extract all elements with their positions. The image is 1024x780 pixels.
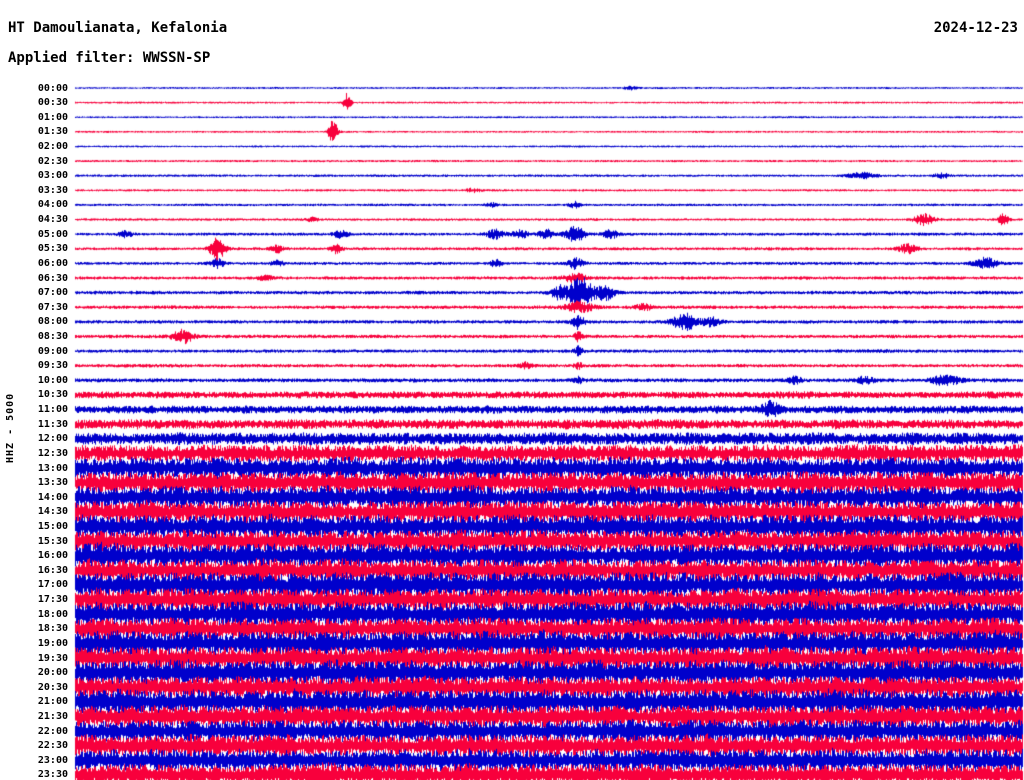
time-label: 11:30 xyxy=(37,418,68,430)
time-label: 11:00 xyxy=(37,404,68,416)
time-label: 08:30 xyxy=(37,330,68,342)
time-label: 01:30 xyxy=(37,126,68,138)
time-label: 12:00 xyxy=(37,433,68,445)
time-label: 23:00 xyxy=(37,754,68,766)
time-label: 09:00 xyxy=(37,345,68,357)
time-label: 17:00 xyxy=(37,579,68,591)
time-label: 17:30 xyxy=(37,594,68,606)
time-label: 15:00 xyxy=(37,521,68,532)
time-label: 06:30 xyxy=(37,272,68,284)
time-label: 09:30 xyxy=(37,360,68,372)
time-label: 20:30 xyxy=(37,681,68,693)
time-label: 14:00 xyxy=(37,491,68,503)
time-label: 22:00 xyxy=(37,725,68,737)
time-label: 08:00 xyxy=(37,316,68,328)
time-label: 03:30 xyxy=(37,184,68,196)
time-label: 18:00 xyxy=(37,608,68,620)
time-label: 02:30 xyxy=(37,155,68,167)
time-label: 21:30 xyxy=(37,711,68,723)
time-label: 13:00 xyxy=(37,462,68,474)
time-label: 15:30 xyxy=(37,535,68,547)
time-label: 01:00 xyxy=(37,111,68,123)
time-label: 16:00 xyxy=(37,550,68,562)
time-label: 05:00 xyxy=(37,228,68,240)
time-label: 00:30 xyxy=(37,97,68,109)
time-label: 19:00 xyxy=(37,637,68,649)
time-label: 03:00 xyxy=(37,170,68,182)
filter-label: Applied filter: WWSSN-SP xyxy=(8,50,211,66)
time-label: 05:30 xyxy=(37,243,68,255)
time-label: 07:30 xyxy=(37,301,68,313)
station-title: HT Damoulianata, Kefalonia xyxy=(8,20,228,36)
time-label: 21:00 xyxy=(37,696,68,708)
time-label: 23:30 xyxy=(37,769,68,780)
time-label: 06:00 xyxy=(37,257,68,269)
date-label: 2024-12-23 xyxy=(933,20,1018,36)
time-label: 04:30 xyxy=(37,214,68,226)
time-label: 16:30 xyxy=(37,564,68,576)
time-label: 00:00 xyxy=(37,82,68,94)
time-label: 02:00 xyxy=(37,140,68,152)
time-label: 10:30 xyxy=(37,389,68,401)
time-label: 22:30 xyxy=(37,740,68,752)
time-label: 13:30 xyxy=(37,477,68,489)
time-label: 04:00 xyxy=(37,199,68,211)
time-label: 07:00 xyxy=(37,287,68,299)
time-label: 18:30 xyxy=(37,623,68,635)
time-label: 12:30 xyxy=(37,447,68,459)
time-label: 19:30 xyxy=(37,652,68,664)
time-label: 20:00 xyxy=(37,667,68,679)
time-label: 14:30 xyxy=(37,506,68,518)
time-label: 10:00 xyxy=(37,374,68,386)
